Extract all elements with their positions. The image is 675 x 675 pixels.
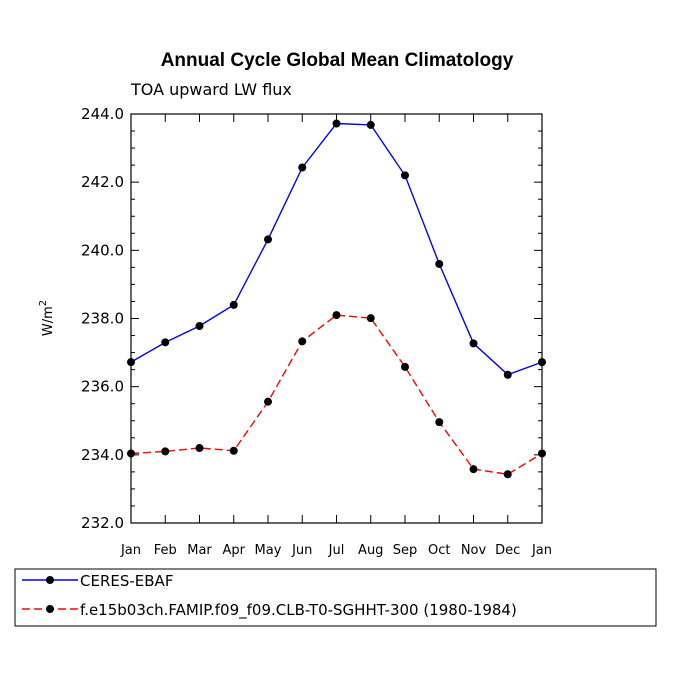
data-point-series-1: [401, 362, 409, 371]
x-tick-label: Jan: [531, 543, 552, 558]
x-tick-label: Mar: [187, 543, 212, 558]
data-point-series-0: [435, 259, 444, 268]
x-tick-label: Dec: [495, 543, 520, 558]
data-point-series-1: [161, 447, 170, 456]
y-tick-label: 232.0: [81, 514, 124, 532]
y-tick-label: 238.0: [81, 310, 124, 328]
data-point-series-0: [538, 358, 546, 367]
data-point-series-0: [195, 321, 204, 330]
svg-text:W/m2: W/m2: [38, 300, 56, 336]
y-tick-label: 234.0: [81, 446, 124, 464]
legend-marker-ceres: [46, 576, 54, 584]
y-tick-label: 240.0: [81, 241, 124, 259]
y-axis-label: W/m2: [38, 300, 56, 336]
y-tick-label: 236.0: [81, 378, 124, 396]
legend-label-ceres: CERES-EBAF: [80, 572, 173, 590]
data-point-series-1: [469, 465, 478, 474]
y-axis-label-superscript: 2: [38, 300, 49, 306]
data-point-series-1: [195, 444, 204, 453]
x-tick-label: Jan: [120, 543, 141, 558]
y-tick-label: 244.0: [81, 105, 124, 123]
legend-entry-model: f.e15b03ch.FAMIP.f09_f09.CLB-T0-SGHHT-30…: [22, 601, 517, 620]
data-point-series-1: [298, 337, 307, 346]
data-point-series-0: [366, 120, 375, 129]
data-point-series-1: [366, 314, 375, 323]
x-tick-label: Oct: [428, 543, 450, 558]
series-line-0: [130, 122, 543, 376]
legend-marker-model: [46, 605, 54, 613]
x-tick-label: Nov: [461, 543, 487, 558]
x-tick-label: Aug: [358, 543, 383, 558]
x-tick-label: Sep: [393, 543, 418, 558]
data-point-series-0: [503, 370, 512, 379]
data-point-series-0: [332, 119, 341, 128]
data-point-series-0: [401, 171, 409, 180]
data-point-series-0: [161, 338, 170, 347]
x-tick-label: May: [255, 543, 282, 558]
series-layer: [127, 119, 546, 479]
plot-axes: 232.0 234.0 236.0 238.0 240.0 242.0 244.0 Jan Fe…: [81, 105, 552, 558]
data-point-series-1: [127, 449, 135, 458]
data-point-series-1: [538, 449, 546, 458]
data-point-series-1: [503, 470, 512, 479]
series-line-1: [130, 314, 543, 476]
data-point-series-1: [264, 397, 272, 406]
x-tick-label: Feb: [154, 543, 177, 558]
x-tick-label: Jun: [291, 543, 312, 558]
legend-label-model: f.e15b03ch.FAMIP.f09_f09.CLB-T0-SGHHT-30…: [80, 601, 517, 620]
data-point-series-0: [127, 358, 135, 367]
x-tick-label: Apr: [223, 543, 246, 558]
data-point-series-0: [469, 339, 478, 348]
data-point-series-0: [229, 300, 238, 309]
data-point-series-0: [298, 163, 307, 172]
legend-entry-ceres: CERES-EBAF: [22, 572, 173, 590]
x-tick-label: Jul: [328, 543, 345, 558]
data-point-series-1: [229, 446, 238, 455]
chart-subtitle: TOA upward LW flux: [130, 80, 292, 99]
data-point-series-1: [435, 418, 444, 427]
y-tick-label: 242.0: [81, 173, 124, 191]
data-point-series-1: [332, 311, 341, 320]
data-point-series-0: [264, 235, 272, 244]
y-axis-label-base: W/m: [41, 306, 56, 336]
legend-box: [14, 568, 657, 627]
chart-title: Annual Cycle Global Mean Climatology: [161, 50, 514, 71]
